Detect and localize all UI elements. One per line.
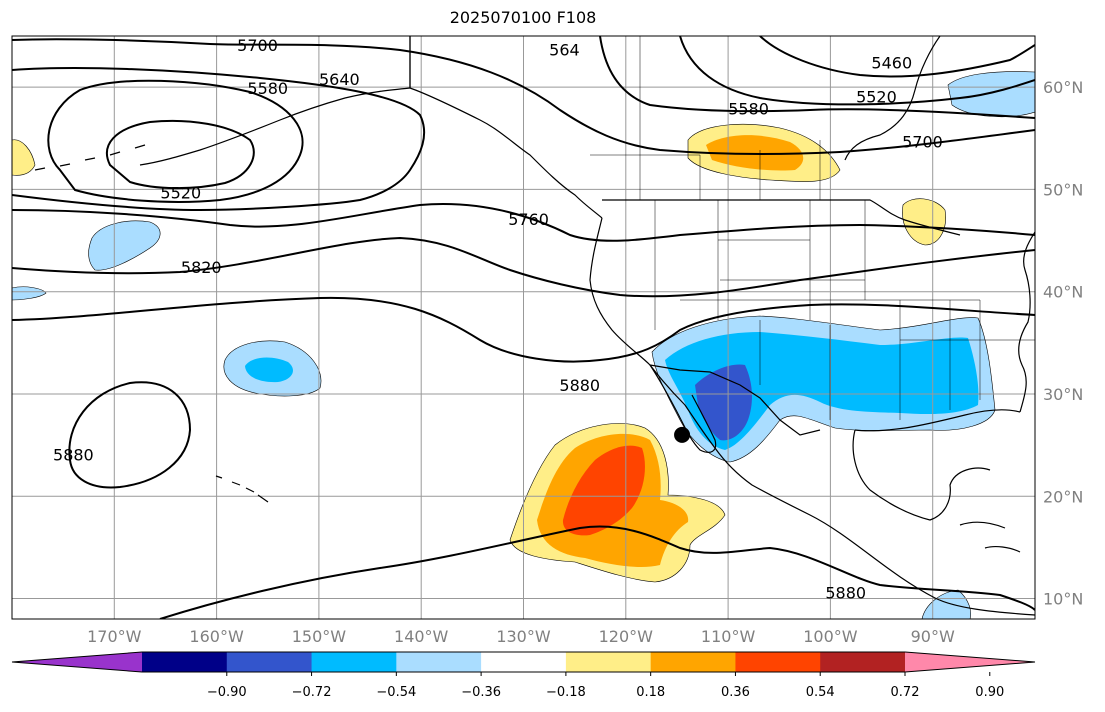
shade-negative-ne <box>947 71 1035 118</box>
coast-baja <box>649 364 717 453</box>
coast-hudson <box>844 36 941 161</box>
coast-aleutians <box>34 144 146 171</box>
colorbar-label: 0.72 <box>891 685 920 700</box>
lon-tick-label: 170°W <box>87 627 142 646</box>
colorbar-extend-high <box>905 652 1035 672</box>
contour-label: 5460 <box>871 54 912 73</box>
border-us-canada <box>602 199 961 236</box>
colorbar-label: −0.72 <box>292 685 332 700</box>
colorbar-outline <box>11 651 1036 673</box>
contour-label: 5700 <box>237 36 278 55</box>
lat-tick-label: 50°N <box>1043 180 1083 199</box>
contour-5580 <box>47 79 304 203</box>
latitude-ticks: 60°N 50°N 40°N 30°N 20°N 10°N <box>1043 78 1083 608</box>
colorbar-segment <box>481 652 567 672</box>
shade-positive-greatlakes <box>902 198 946 246</box>
contour-label: 5520 <box>160 184 201 203</box>
colorbar-label: −0.36 <box>461 685 501 700</box>
colorbar-extend-low <box>12 652 142 672</box>
province-lines <box>590 36 821 200</box>
contour-5700-north <box>12 38 1035 156</box>
lon-tick-label: 100°W <box>803 627 858 646</box>
shade-negative-leftedge <box>12 286 47 301</box>
contour-5820 <box>12 236 1035 298</box>
contour-label: 564 <box>549 40 580 59</box>
lon-tick-label: 150°W <box>292 627 347 646</box>
shade-positive-nw <box>12 139 36 176</box>
colorbar-label: −0.18 <box>546 685 586 700</box>
contour-5520-ne <box>679 36 1035 106</box>
location-marker <box>674 426 691 443</box>
lat-tick-label: 20°N <box>1043 487 1083 506</box>
lon-tick-label: 120°W <box>599 627 654 646</box>
colorbar-label: −0.54 <box>376 685 416 700</box>
shade-red-pacific <box>562 445 645 536</box>
contour-5880-south <box>159 525 1035 619</box>
contour-label: 5580 <box>247 79 288 98</box>
height-contours <box>12 36 1035 619</box>
lon-tick-label: 110°W <box>701 627 756 646</box>
contour-label: 5580 <box>728 100 769 119</box>
lat-tick-label: 10°N <box>1043 590 1083 609</box>
contour-label: 5880 <box>825 583 866 602</box>
contour-5520 <box>105 119 255 190</box>
coast-hawaii <box>215 475 269 503</box>
coast-alaska-peninsula <box>139 87 411 166</box>
plot-frame <box>11 35 1036 620</box>
state-borders <box>590 36 1035 420</box>
longitude-ticks: 170°W 160°W 150°W 140°W 130°W 120°W 110°W 100°W… <box>87 627 955 646</box>
contour-label: 5880 <box>559 376 600 395</box>
shade-negative-hawaii-core <box>245 357 293 383</box>
contour-label: 5520 <box>856 87 897 106</box>
coast-alaska <box>409 36 603 219</box>
contour-5760 <box>12 203 1035 242</box>
anomaly-shading <box>12 71 1035 619</box>
colorbar-label: −0.90 <box>207 685 247 700</box>
colorbar-label: 0.54 <box>806 685 835 700</box>
coast-gulf-mexico <box>852 409 1021 521</box>
map-title: 2025070100 F108 <box>449 8 597 27</box>
colorbar-segment <box>396 652 482 672</box>
colorbar-label: 0.18 <box>636 685 665 700</box>
shade-orange-canada <box>706 135 804 171</box>
contour-label: 5820 <box>181 258 222 277</box>
lon-tick-label: 130°W <box>496 627 551 646</box>
contour-5580-ne <box>599 36 1035 119</box>
shade-negative-se <box>921 589 971 619</box>
colorbar-segment <box>226 652 313 672</box>
coast-caribbean <box>959 521 1021 553</box>
colorbar-segment <box>142 652 228 672</box>
lon-tick-label: 90°W <box>911 627 955 646</box>
colorbar-label: 0.90 <box>975 685 1004 700</box>
contour-label: 5640 <box>319 70 360 89</box>
colorbar-segment <box>820 652 906 672</box>
coast-west-na <box>589 217 1035 616</box>
contour-labels: 5700 5580 5640 5520 564 5460 5580 5520 5700 5760 5… <box>53 36 943 602</box>
contour-label: 5700 <box>902 132 943 151</box>
colorbar-segment <box>735 652 821 672</box>
colorbar-label: 0.36 <box>721 685 750 700</box>
lon-tick-label: 160°W <box>189 627 244 646</box>
lon-tick-label: 140°W <box>394 627 449 646</box>
state-lines <box>654 200 1035 420</box>
border-us-mexico <box>649 364 821 436</box>
shade-negative-nwpac <box>88 220 161 271</box>
lat-tick-label: 30°N <box>1043 385 1083 404</box>
contour-5880-main <box>12 296 1035 363</box>
contour-5460 <box>759 36 1035 78</box>
contour-label: 5880 <box>53 445 94 464</box>
colorbar-segment <box>311 652 397 672</box>
coast-east <box>1018 231 1035 413</box>
contour-label: 5760 <box>508 210 549 229</box>
contour-5880-loop <box>68 381 192 489</box>
lat-tick-label: 40°N <box>1043 283 1083 302</box>
map-gridlines <box>12 36 1035 619</box>
colorbar-segment <box>565 652 652 672</box>
colorbar-segment <box>650 652 736 672</box>
lat-tick-label: 60°N <box>1043 78 1083 97</box>
contour-5640 <box>12 67 426 212</box>
colorbar: −0.90 −0.72 −0.54 −0.36 −0.18 0.18 0.36 0.54 0.7… <box>11 651 1036 700</box>
